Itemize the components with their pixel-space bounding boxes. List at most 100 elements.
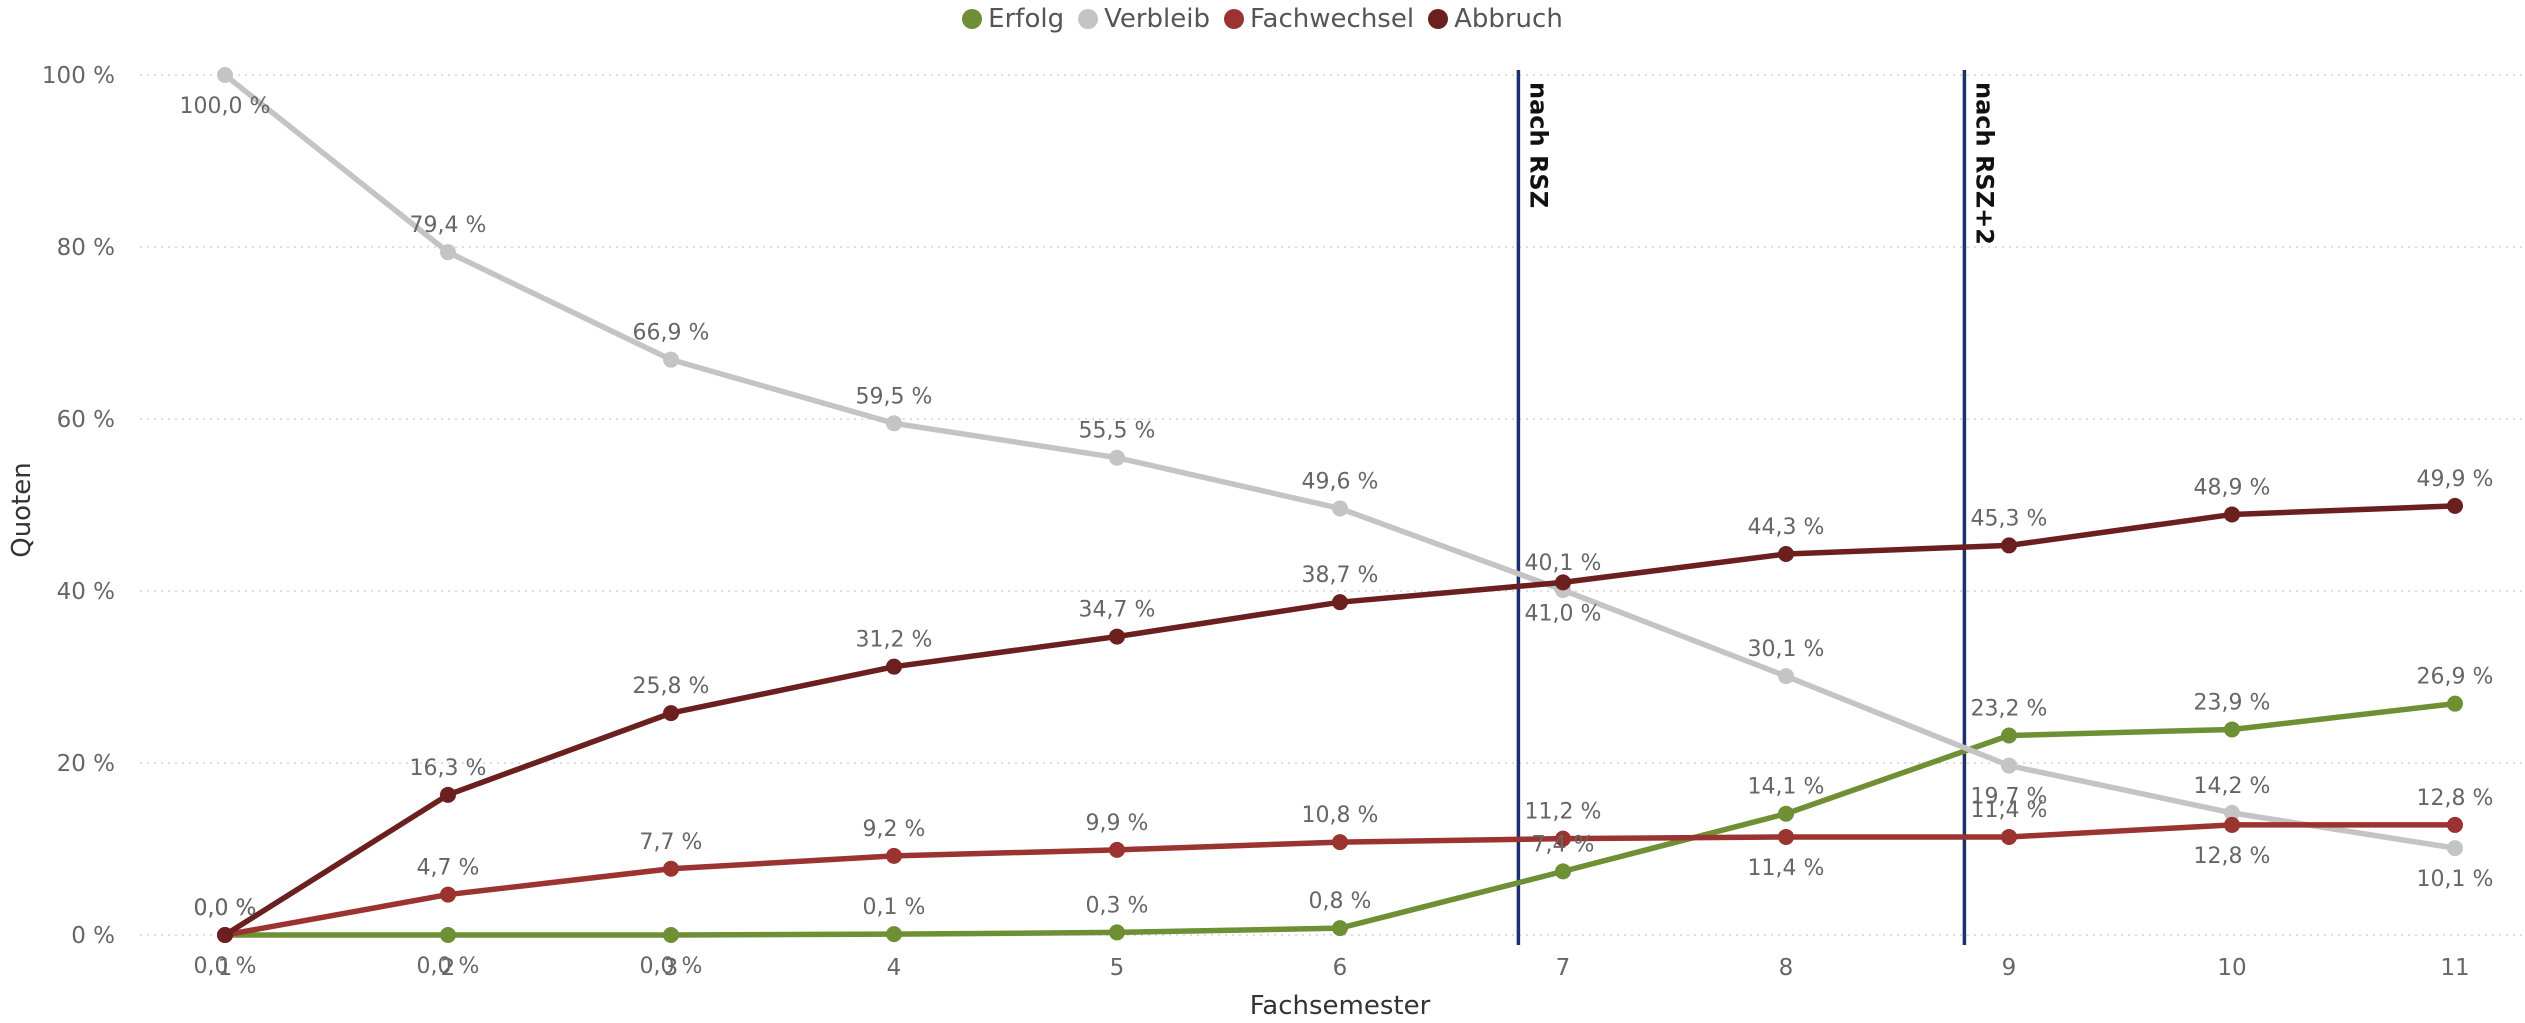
y-axis-ticks: 0 % 20 % 40 % 60 % 80 % 100 % [42,63,115,949]
data-point-fachwechsel [2001,828,2017,845]
legend-label-verbleib: Verbleib [1104,4,1210,34]
data-point-verbleib [2001,757,2017,774]
x-axis-ticks: 1 2 3 4 5 6 7 8 9 10 11 [218,955,2470,981]
data-label-abbruch: 16,3 % [410,756,487,781]
data-point-verbleib [217,67,233,83]
reference-line-label: nach RSZ [1524,82,1552,208]
data-label-fachwechsel: 12,8 % [2417,786,2494,811]
data-label-erfolg: 26,9 % [2417,665,2494,690]
data-label-erfolg: 14,1 % [1748,775,1825,800]
x-tick-label: 8 [1779,955,1794,981]
legend-marker-verbleib [1078,9,1099,29]
data-point-verbleib [2447,840,2463,857]
legend-marker-fachwechsel [1223,9,1244,29]
x-tick-label: 2 [441,955,456,981]
legend-item-fachwechsel[interactable]: Fachwechsel [1223,4,1415,34]
data-label-fachwechsel: 10,8 % [1302,803,1379,828]
data-point-erfolg [440,927,456,943]
data-label-fachwechsel: 11,4 % [1971,798,2048,823]
data-point-verbleib [1778,668,1794,685]
reference-line-label: nach RSZ+2 [1970,82,1998,245]
data-label-fachwechsel: 9,9 % [1086,811,1149,836]
data-label-fachwechsel: 9,2 % [863,817,926,842]
data-point-abbruch [2224,506,2240,523]
y-axis-title: Quoten [7,462,37,558]
data-label-abbruch: 49,9 % [2417,467,2494,492]
legend-label-erfolg: Erfolg [988,4,1065,34]
series-lines [217,67,2463,943]
data-label-abbruch: 38,7 % [1302,563,1379,588]
data-point-fachwechsel [2224,816,2240,833]
data-point-fachwechsel [886,847,902,864]
data-point-fachwechsel [1332,834,1348,851]
data-label-erfolg: 7,4 % [1532,832,1595,857]
x-tick-label: 9 [2002,955,2017,981]
data-point-fachwechsel [1109,841,1125,858]
data-label-abbruch: 31,2 % [856,628,933,653]
data-point-abbruch [2001,537,2017,554]
data-label-verbleib: 19,7 % [1971,785,2048,810]
x-tick-label: 10 [2217,955,2246,981]
x-tick-label: 11 [2440,955,2469,981]
data-label-erfolg: 23,2 % [1971,696,2048,721]
data-point-verbleib [1109,449,1125,466]
data-label-erfolg: 23,9 % [2194,690,2271,715]
x-tick-label: 6 [1333,955,1348,981]
data-point-fachwechsel [1778,828,1794,845]
data-label-abbruch: 45,3 % [1971,506,2048,531]
data-point-erfolg [886,926,902,943]
data-point-verbleib [886,415,902,432]
data-label-abbruch: 34,7 % [1079,598,1156,623]
data-label-fachwechsel: 12,8 % [2194,844,2271,869]
data-label-verbleib: 100,0 % [180,94,271,119]
y-tick-label: 20 % [57,751,115,777]
legend-item-verbleib[interactable]: Verbleib [1078,4,1210,34]
data-point-fachwechsel [663,860,679,877]
data-point-abbruch [1109,628,1125,645]
data-point-abbruch [1778,546,1794,563]
data-label-erfolg: 0,8 % [1309,889,1372,914]
reference-lines: nach RSZ nach RSZ+2 [1516,70,1998,945]
data-point-abbruch [1555,574,1571,591]
data-label-abbruch: 25,8 % [633,674,710,699]
data-label-erfolg: 0,3 % [1086,893,1149,918]
legend: Erfolg Verbleib Fachwechsel Abbruch [0,4,2525,34]
data-point-verbleib [2224,804,2240,821]
legend-item-abbruch[interactable]: Abbruch [1428,4,1563,34]
data-point-abbruch [440,786,456,803]
data-point-abbruch [217,927,233,943]
data-point-erfolg [2447,695,2463,712]
data-point-abbruch [663,705,679,722]
y-tick-label: 60 % [57,407,115,433]
data-label-erfolg: 0,0 % [194,896,257,921]
data-label-erfolg: 0,0 % [417,954,480,979]
data-point-fachwechsel [440,886,456,903]
legend-marker-erfolg [962,9,983,29]
y-tick-label: 40 % [57,579,115,605]
data-point-erfolg [1332,920,1348,937]
y-tick-label: 100 % [42,63,115,89]
x-tick-label: 7 [1556,955,1571,981]
data-label-abbruch: 48,9 % [2194,475,2271,500]
data-point-erfolg [2224,721,2240,738]
x-tick-label: 5 [1110,955,1125,981]
data-label-fachwechsel: 4,7 % [417,856,480,881]
data-point-erfolg [2001,727,2017,744]
data-label-fachwechsel: 0,0 % [194,896,257,921]
data-point-fachwechsel [1555,830,1571,847]
legend-item-erfolg[interactable]: Erfolg [962,4,1064,34]
x-tick-label: 3 [664,955,679,981]
y-tick-label: 0 % [71,923,115,949]
data-label-verbleib: 49,6 % [1302,469,1379,494]
legend-label-fachwechsel: Fachwechsel [1249,4,1415,34]
data-labels: 0,0 % 0,0 % 0,0 % 0,1 % 0,3 % 0,8 % 7,4 % 14,1 … [180,94,2494,979]
x-axis-title: Fachsemester [1250,991,1431,1019]
data-label-verbleib: 40,1 % [1525,551,1602,576]
data-label-verbleib: 55,5 % [1079,419,1156,444]
data-label-verbleib: 59,5 % [856,384,933,409]
data-label-erfolg: 0,1 % [863,895,926,920]
data-point-abbruch [2447,497,2463,514]
data-label-abbruch: 41,0 % [1525,601,1602,626]
